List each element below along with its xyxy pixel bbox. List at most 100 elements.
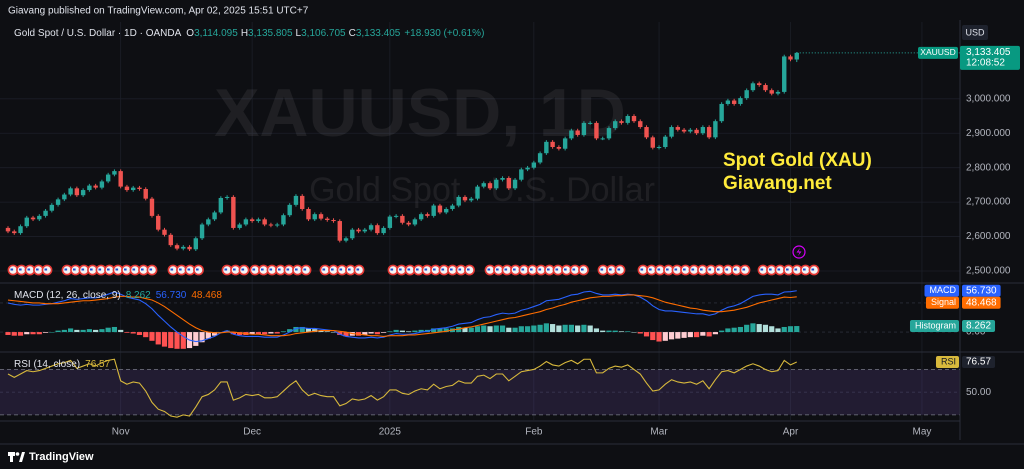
- logo-part: [10, 452, 13, 462]
- candle-body: [80, 190, 86, 196]
- event-icon-flag: [513, 268, 516, 271]
- candle-body: [256, 219, 261, 222]
- event-icon-flag: [241, 268, 245, 271]
- histogram-bar: [230, 332, 236, 335]
- event-icon-flag: [555, 268, 559, 271]
- histogram-bar: [499, 325, 506, 333]
- histogram-bar: [130, 332, 136, 334]
- event-icon-flag: [530, 268, 533, 271]
- ohlc-key: O: [186, 28, 194, 39]
- symbol-legend: Gold Spot / U.S. Dollar · 1D · OANDA O3,1…: [14, 28, 484, 39]
- histogram-bar: [487, 326, 493, 333]
- histogram-bar: [61, 329, 67, 333]
- event-icon-flag: [233, 268, 236, 271]
- event-icon-flag: [81, 268, 85, 271]
- ohlc-key: L: [296, 28, 302, 39]
- candle-body: [656, 147, 662, 149]
- candle-body: [293, 195, 299, 205]
- series-tag-value: 8.262: [966, 321, 991, 332]
- x-tick-label: Feb: [525, 427, 543, 438]
- histogram-bar: [224, 330, 230, 333]
- candle-body: [62, 194, 67, 200]
- y-tick-label: 2,800.000: [966, 162, 1011, 173]
- symbol-tag-label: XAUUSD: [920, 47, 955, 57]
- ohlc-value: 3,133.405: [356, 28, 401, 39]
- event-icon-flag: [600, 268, 604, 271]
- candle-body: [531, 162, 537, 168]
- histogram-bar: [694, 332, 700, 338]
- event-icon-flag: [269, 268, 273, 271]
- series-tag-value-box: [962, 320, 996, 333]
- histogram-bar: [268, 332, 274, 334]
- histogram-bar: [168, 332, 174, 349]
- candle-body: [412, 219, 418, 225]
- event-icon-flag: [36, 268, 39, 271]
- histogram-bar: [343, 332, 349, 337]
- histogram-bar: [262, 332, 268, 335]
- indicator-legend: RSI (14, close) 76.57: [14, 359, 111, 370]
- candle-body: [218, 197, 224, 213]
- candle-body: [387, 216, 393, 228]
- histogram-bar: [111, 326, 118, 333]
- histogram-bar: [625, 331, 631, 333]
- event-icon-flag: [691, 268, 695, 271]
- candle-body: [757, 83, 762, 86]
- candle-body: [400, 215, 405, 223]
- histogram-bar: [531, 325, 537, 333]
- candle-body: [118, 171, 123, 187]
- event-icon-flag: [666, 268, 669, 271]
- event-icon-flag: [64, 268, 68, 271]
- event-icon-flag: [811, 268, 815, 271]
- event-icon-flag: [458, 268, 462, 271]
- event-icon: [796, 248, 802, 256]
- band: [0, 369, 960, 415]
- ohlc-value: 3,114.095: [194, 28, 238, 39]
- last-price-tag: [960, 45, 1020, 70]
- histogram-bar: [662, 332, 668, 341]
- candle-body: [594, 122, 599, 139]
- histogram-bar: [99, 329, 105, 333]
- grid-layer: [0, 22, 960, 420]
- event-icon-flag: [10, 268, 14, 271]
- candle-body: [149, 198, 155, 216]
- histogram-bar: [324, 331, 330, 333]
- histogram-bar: [631, 332, 637, 333]
- indicator-line: [7, 294, 797, 337]
- candle-body: [143, 189, 148, 199]
- event-icon-flag: [196, 268, 199, 271]
- histogram-bar: [412, 330, 418, 333]
- candle-body: [93, 185, 98, 188]
- event-icon-flag: [331, 268, 334, 271]
- candle-body: [343, 238, 349, 241]
- histogram-bar: [68, 328, 74, 333]
- series-tag-name: RSI: [941, 356, 956, 366]
- histogram-bar: [374, 332, 380, 335]
- histogram-bar: [337, 332, 343, 335]
- candle-body: [788, 56, 793, 60]
- event-icon-flag: [803, 268, 806, 271]
- histogram-bar: [687, 332, 693, 338]
- candle-body: [769, 90, 774, 94]
- histogram-bar: [706, 332, 712, 337]
- indicator-line: [7, 358, 797, 418]
- candle-body: [306, 208, 311, 220]
- histogram-bar: [368, 332, 374, 334]
- candle-body: [112, 171, 117, 175]
- candle-body: [519, 169, 524, 180]
- candle-body: [55, 199, 61, 205]
- change: +18.930 (+0.61%): [404, 28, 484, 39]
- candle-body: [5, 227, 11, 232]
- candle-body: [99, 181, 105, 188]
- indicator-title: MACD (12, 26, close, 9): [14, 290, 121, 301]
- symbol-title: Gold Spot / U.S. Dollar · 1D · OANDA: [14, 28, 182, 39]
- candle-body: [406, 222, 411, 225]
- event-icon-flag: [504, 268, 508, 271]
- event-icon-flag: [700, 268, 703, 271]
- candle-body: [600, 138, 605, 140]
- histogram-bar: [769, 326, 775, 333]
- candle-body: [738, 98, 743, 104]
- histogram-bar: [5, 332, 11, 335]
- histogram-bar: [744, 324, 750, 333]
- histogram-bar: [656, 332, 662, 342]
- series-tag: [924, 284, 959, 297]
